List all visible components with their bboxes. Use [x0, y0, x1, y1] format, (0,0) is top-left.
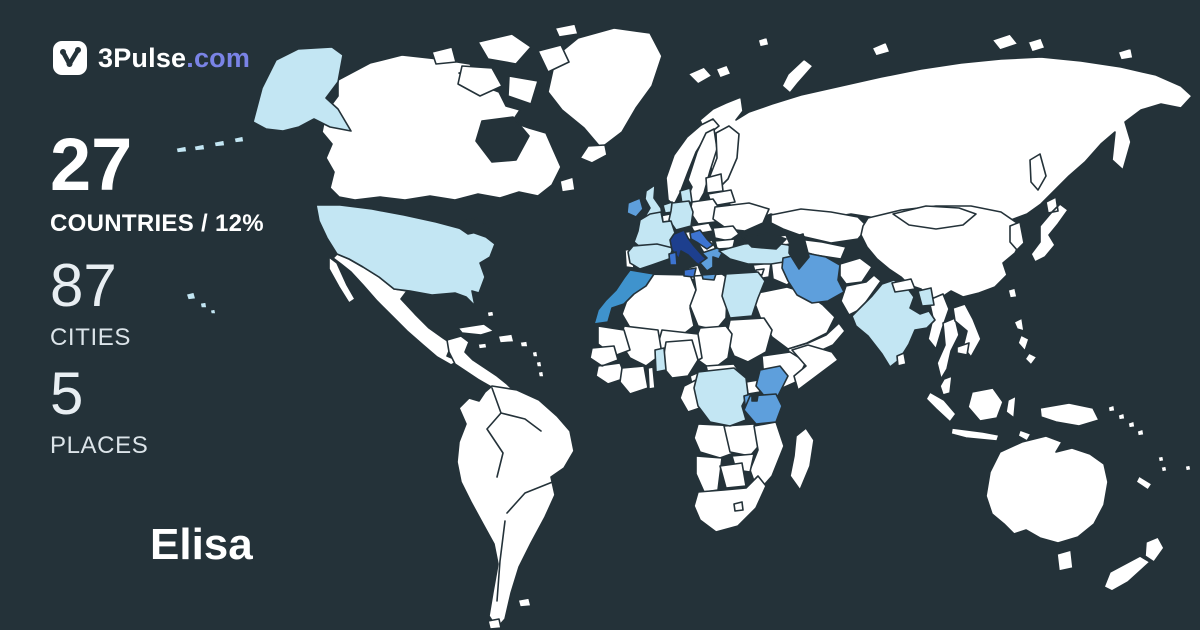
baja-california — [328, 256, 356, 304]
country-russia — [699, 56, 1193, 221]
country-south-africa — [693, 475, 767, 533]
country-vietnam-laos — [952, 303, 982, 358]
brand-name: 3Pulse — [98, 42, 187, 73]
country-china — [860, 205, 1024, 300]
country-ukraine — [712, 202, 770, 232]
country-egypt — [721, 271, 766, 319]
country-korea — [1009, 221, 1025, 251]
solomon-islands-chain — [1107, 404, 1145, 437]
central-america — [446, 335, 516, 397]
country-greenland — [547, 27, 663, 149]
country-iceland — [579, 144, 608, 164]
continent-south-america — [456, 385, 575, 629]
country-kazakhstan — [770, 208, 869, 244]
country-germany — [668, 200, 694, 231]
country-ireland — [626, 197, 644, 218]
island-sakhalin — [1029, 153, 1047, 191]
west-africa-coast — [589, 345, 627, 385]
baltic-states — [705, 173, 724, 194]
island-tasmania — [1056, 549, 1074, 572]
country-finland — [709, 125, 740, 190]
country-togo — [647, 366, 656, 390]
pulse-logo-icon — [53, 41, 87, 75]
country-japan — [1030, 196, 1069, 263]
country-botswana — [719, 462, 747, 489]
great-lakes — [451, 217, 492, 235]
island-sardinia — [668, 251, 678, 266]
country-tanzania — [743, 393, 783, 425]
country-namibia — [695, 455, 723, 493]
state-alaska — [252, 46, 352, 132]
country-philippines — [1013, 317, 1038, 366]
state-hawaii — [185, 291, 217, 315]
country-romania — [712, 225, 740, 242]
south-america-borders — [486, 387, 556, 602]
country-india — [851, 279, 936, 368]
country-spain — [627, 243, 674, 270]
country-pakistan — [840, 274, 882, 316]
country-benin — [654, 347, 667, 373]
brand-logo[interactable]: 3Pulse.com — [52, 40, 250, 76]
country-kenya — [755, 365, 789, 399]
country-italy — [669, 229, 712, 270]
brand-domain-suffix: .com — [186, 42, 251, 73]
island-taiwan — [1007, 287, 1018, 299]
country-nigeria — [661, 339, 699, 379]
country-usa — [315, 204, 496, 307]
country-denmark — [679, 187, 693, 205]
aleutian-islands — [175, 135, 245, 154]
country-australia — [985, 435, 1109, 544]
caspian-sea — [788, 233, 810, 270]
pacific-islands — [1157, 455, 1192, 473]
lake-victoria — [751, 394, 759, 402]
country-indonesia — [925, 387, 1032, 442]
country-bangladesh — [917, 287, 935, 307]
country-cambodia — [956, 342, 970, 356]
black-sea — [741, 232, 787, 250]
country-somalia — [791, 344, 839, 391]
island-new-caledonia — [1135, 475, 1153, 491]
island-newfoundland — [559, 176, 576, 193]
country-morocco — [593, 269, 655, 325]
island-madagascar — [789, 427, 815, 491]
country-libya — [689, 273, 729, 331]
country-canada — [321, 54, 562, 201]
canadian-arctic-islands — [431, 23, 579, 105]
island-new-guinea — [1039, 402, 1100, 427]
country-thailand — [936, 317, 960, 380]
country-greece — [699, 247, 724, 281]
caribbean-islands — [477, 310, 545, 378]
country-ivory-ghana — [619, 365, 649, 395]
country-lesotho — [733, 501, 744, 512]
island-sicily — [683, 267, 697, 278]
country-mongolia — [892, 205, 977, 230]
island-cuba — [457, 323, 495, 336]
brand-wordmark: 3Pulse.com — [98, 43, 250, 74]
arctic-russian-islands — [687, 33, 1134, 94]
island-sri-lanka — [896, 352, 907, 367]
country-nepal-bhutan — [891, 278, 916, 293]
country-malaysia — [939, 375, 953, 396]
islands-falkland-tierra — [487, 597, 532, 630]
country-new-zealand — [1103, 536, 1165, 592]
country-dr-congo — [693, 367, 749, 427]
country-croatia — [689, 229, 714, 250]
hudson-bay — [475, 116, 530, 163]
